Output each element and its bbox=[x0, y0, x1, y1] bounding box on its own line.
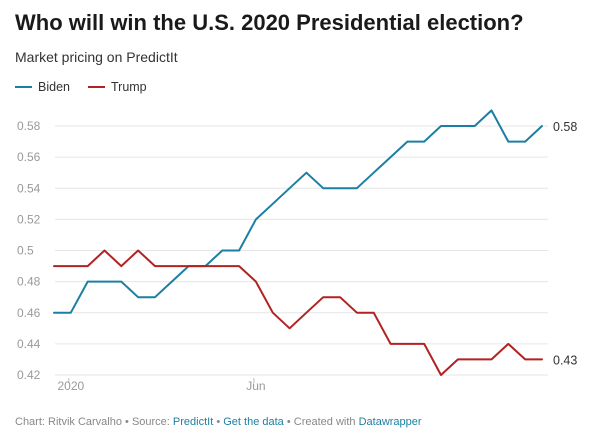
y-tick-label: 0.5 bbox=[17, 244, 34, 258]
chart-legend: Biden Trump bbox=[15, 80, 165, 94]
legend-item-biden: Biden bbox=[15, 80, 70, 94]
y-tick-label: 0.46 bbox=[17, 306, 41, 320]
footer-sep-source: • Source: bbox=[121, 416, 173, 428]
chart-subtitle: Market pricing on PredictIt bbox=[15, 49, 178, 65]
chart-footer: Chart: Ritvik Carvalho • Source: Predict… bbox=[15, 416, 422, 428]
y-tick-label: 0.54 bbox=[17, 181, 41, 195]
y-tick-label: 0.58 bbox=[17, 119, 41, 133]
series-line-trump bbox=[53, 249, 543, 376]
footer-source-link[interactable]: PredictIt bbox=[172, 416, 214, 428]
legend-item-trump: Trump bbox=[87, 80, 147, 94]
y-tick-label: 0.44 bbox=[17, 337, 41, 351]
legend-label-trump: Trump bbox=[110, 80, 147, 94]
series-line-biden bbox=[53, 109, 543, 314]
x-tick-label: 2020 bbox=[57, 379, 84, 393]
footer-sep-data: • bbox=[213, 416, 224, 428]
legend-label-biden: Biden bbox=[38, 80, 70, 94]
footer-datawrapper-link[interactable]: Datawrapper bbox=[358, 416, 422, 428]
legend-swatch-biden bbox=[15, 86, 32, 88]
footer-get-data-link[interactable]: Get the data bbox=[223, 416, 284, 428]
x-tick-label: Jun bbox=[246, 379, 265, 393]
footer-sep-tool: • Created with bbox=[283, 416, 359, 428]
end-label-biden: 0.58 bbox=[553, 120, 577, 134]
y-tick-label: 0.52 bbox=[17, 212, 41, 226]
y-tick-label: 0.42 bbox=[17, 368, 41, 382]
y-tick-label: 0.56 bbox=[17, 150, 41, 164]
legend-swatch-trump bbox=[87, 86, 105, 88]
y-tick-label: 0.48 bbox=[17, 275, 41, 289]
chart-title: Who will win the U.S. 2020 Presidential … bbox=[15, 10, 524, 35]
end-label-trump: 0.43 bbox=[553, 353, 577, 367]
footer-credit: Chart: Ritvik Carvalho bbox=[15, 416, 122, 428]
